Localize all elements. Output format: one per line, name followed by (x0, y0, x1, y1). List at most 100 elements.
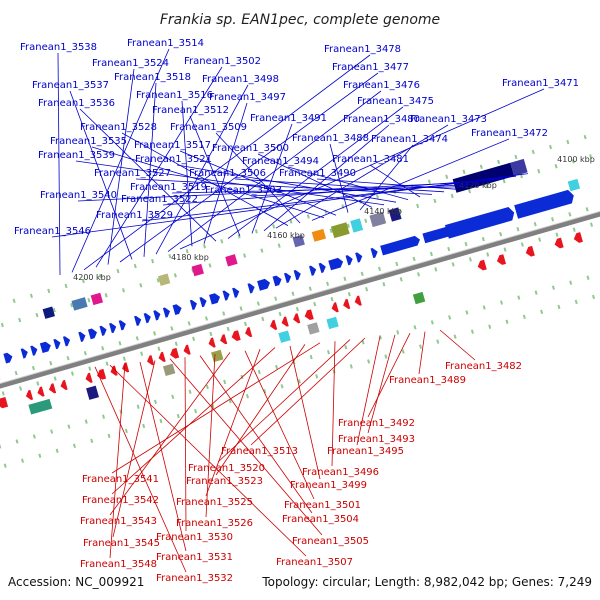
tick-mark (156, 278, 160, 283)
tick-mark (516, 226, 520, 232)
bottom-label-leader (244, 350, 315, 500)
tick-mark (572, 227, 576, 232)
tick-mark (465, 310, 469, 315)
feature-box (330, 222, 350, 239)
feature-box (42, 306, 55, 319)
tick-mark (194, 408, 198, 414)
top-label-leader (263, 124, 390, 232)
tick-mark (254, 229, 258, 234)
tick-mark (488, 324, 492, 329)
top-gene-label: Franean1_3509 (170, 122, 247, 133)
tick-mark (0, 444, 2, 449)
tick-mark (551, 217, 555, 222)
tick-mark (50, 429, 54, 434)
top-gene-label: Franean1_3514 (127, 38, 204, 49)
gene-block (510, 158, 528, 177)
tick-mark (278, 311, 282, 317)
tick-mark (308, 286, 312, 291)
top-gene-label: Franean1_3517 (134, 140, 211, 151)
tick-mark (245, 394, 249, 399)
tick-mark (35, 312, 39, 318)
top-gene-label: Franean1_3521 (135, 154, 212, 165)
top-gene-label: Franean1_3502 (184, 56, 261, 67)
tick-mark (497, 159, 501, 165)
feature-box (211, 349, 224, 363)
bottom-label-leader (109, 363, 126, 559)
gene-tracks: 4100 kbp 4120 kbp 4140 kbp 4160 kbp 4180 kbp… (0, 134, 600, 468)
bottom-label-leader (111, 347, 276, 495)
accession-text: Accession: NC_009921 (8, 575, 144, 589)
forward-gene (257, 278, 271, 291)
tick-mark (344, 345, 348, 350)
reverse-gene (97, 368, 107, 380)
forward-gene (284, 272, 292, 283)
tick-mark (375, 194, 380, 199)
top-label-leader (143, 82, 157, 257)
bottom-gene-label: Franean1_3501 (284, 500, 361, 511)
tick-mark (228, 398, 232, 404)
tick-mark (171, 394, 175, 400)
reverse-gene (496, 254, 507, 265)
tick-mark (360, 271, 364, 277)
tick-mark (291, 291, 295, 296)
tick-mark (124, 428, 128, 434)
tick-mark (256, 301, 260, 306)
reverse-gene (183, 344, 191, 355)
top-gene-label: Franean1_3535 (50, 136, 127, 147)
reverse-gene (0, 396, 9, 409)
top-label-leader (311, 138, 510, 221)
reverse-gene (554, 237, 564, 249)
bottom-gene-label: Franean1_3496 (302, 467, 379, 478)
tick-mark (448, 315, 452, 320)
tick-mark (67, 424, 71, 429)
tick-mark (260, 248, 264, 253)
reverse-gene (354, 295, 362, 306)
tick-mark (364, 218, 368, 224)
rotated-track-group (0, 134, 600, 468)
tick-mark (519, 173, 523, 179)
reverse-gene (281, 316, 289, 327)
tick-mark (280, 384, 284, 389)
tick-mark (275, 364, 279, 370)
tick-mark (139, 283, 143, 288)
tick-mark (226, 326, 230, 332)
forward-gene (134, 315, 142, 326)
tick-mark (243, 321, 248, 327)
tick-mark (538, 237, 542, 242)
tick-mark (14, 370, 18, 376)
reverse-gene (158, 351, 166, 362)
forward-gene (20, 348, 28, 359)
tick-mark (413, 325, 417, 330)
feature-box (191, 263, 204, 277)
bottom-gene-label: Franean1_3525 (176, 497, 253, 508)
tick-mark (135, 336, 139, 341)
bottom-gene-label: Franean1_3507 (276, 557, 353, 568)
tick-mark (19, 386, 23, 391)
bottom-label-leader (94, 366, 187, 573)
top-gene-label: Franean1_3480 (343, 114, 420, 125)
tick-mark (434, 267, 438, 272)
reverse-gene (25, 389, 34, 400)
tick-mark (315, 374, 319, 379)
bottom-gene-label: Franean1_3499 (290, 480, 367, 491)
reverse-gene (60, 379, 68, 391)
top-label-leader (179, 150, 337, 216)
forward-gene (162, 307, 171, 318)
forward-gene (118, 320, 126, 331)
forward-gene (514, 189, 574, 219)
tick-mark (205, 384, 209, 390)
tick-mark (401, 349, 405, 354)
tick-mark (159, 418, 163, 424)
bottom-gene-label: Franean1_3493 (338, 434, 415, 445)
top-gene-label: Franean1_3529 (96, 210, 173, 221)
bottom-gene-label: Franean1_3520 (188, 463, 265, 474)
bottom-label-leader (205, 349, 261, 497)
scale-label: 4180 kbp (171, 253, 209, 262)
tick-mark (398, 208, 402, 214)
bottom-label-leader (199, 355, 313, 514)
tick-mark (499, 231, 503, 237)
tick-mark (176, 413, 180, 419)
tick-mark (514, 154, 518, 160)
bottom-gene-label: Franean1_3523 (186, 476, 263, 487)
tick-mark (464, 241, 468, 247)
